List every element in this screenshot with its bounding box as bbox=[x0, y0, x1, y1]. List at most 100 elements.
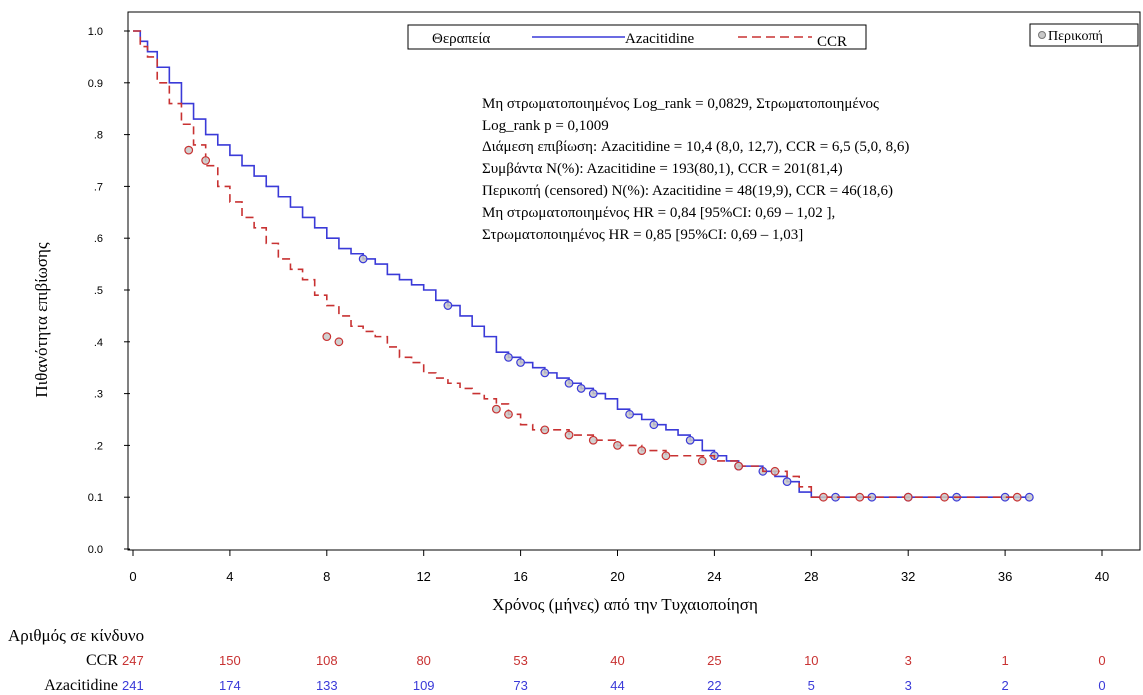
censor-marker bbox=[504, 409, 513, 419]
x-tick-label: 20 bbox=[610, 569, 624, 584]
censor-marker bbox=[637, 446, 647, 455]
x-tick-label: 36 bbox=[998, 569, 1012, 584]
series-line-ccr bbox=[133, 30, 1018, 498]
annotation-line: Log_rank p = 0,1009 bbox=[482, 118, 609, 134]
censor-marker bbox=[734, 461, 744, 471]
risk-value: 3 bbox=[905, 678, 912, 693]
y-tick-label: .4 bbox=[94, 337, 103, 349]
risk-value: 0 bbox=[1098, 653, 1105, 668]
risk-value: 80 bbox=[416, 653, 430, 668]
censor-marker bbox=[855, 492, 865, 502]
censor-marker bbox=[564, 430, 574, 440]
x-tick-label: 16 bbox=[513, 569, 527, 584]
y-tick-label: 0.1 bbox=[88, 492, 103, 504]
x-tick-label: 8 bbox=[323, 569, 330, 584]
risk-row-label-ccr: CCR bbox=[86, 652, 118, 669]
legend-title: Θεραπεία bbox=[432, 31, 490, 47]
x-tick-label: 0 bbox=[129, 569, 136, 584]
y-tick-label: .3 bbox=[94, 389, 103, 401]
y-tick-label: .5 bbox=[94, 285, 103, 297]
censor-marker bbox=[184, 145, 194, 155]
risk-value: 1 bbox=[1001, 653, 1008, 668]
censor-marker bbox=[334, 337, 344, 347]
censor-marker bbox=[322, 332, 332, 342]
risk-value: 109 bbox=[413, 678, 435, 693]
y-tick-label: 1.0 bbox=[88, 26, 103, 38]
censor-marker bbox=[625, 409, 635, 419]
risk-value: 2 bbox=[1001, 678, 1008, 693]
censor-marker bbox=[649, 420, 659, 430]
censor-marker bbox=[588, 389, 598, 399]
censor-marker bbox=[782, 477, 792, 487]
censor-marker bbox=[443, 301, 453, 310]
annotation-line: Μη στρωματοποιημένος HR = 0,84 [95%CI: 0… bbox=[482, 205, 835, 221]
x-tick-label: 28 bbox=[804, 569, 818, 584]
annotation-line: Περικοπή (censored) N(%): Azacitidine = … bbox=[482, 183, 893, 199]
risk-value: 174 bbox=[219, 678, 241, 693]
risk-value: 40 bbox=[610, 653, 624, 668]
risk-value: 0 bbox=[1098, 678, 1105, 693]
legend-box bbox=[407, 24, 867, 50]
x-tick-label: 12 bbox=[416, 569, 430, 584]
censor-legend-label: Περικοπή bbox=[1048, 29, 1103, 44]
x-tick-label: 32 bbox=[901, 569, 915, 584]
censor-marker bbox=[516, 358, 525, 367]
legend: Θεραπεία Azacitidine CCR Περικοπή bbox=[407, 23, 1139, 50]
y-axis: 0.0 0.1 .2 .3 .4 .5 .6 .7 .8 0.9 1.0 bbox=[88, 26, 130, 556]
risk-value: 73 bbox=[513, 678, 527, 693]
risk-value: 3 bbox=[905, 653, 912, 668]
risk-value: 133 bbox=[316, 678, 338, 693]
censor-marker bbox=[201, 156, 211, 165]
risk-value: 53 bbox=[513, 653, 527, 668]
y-tick-label: 0.9 bbox=[88, 78, 103, 90]
censor-legend-box bbox=[1029, 23, 1139, 47]
plot-area bbox=[127, 11, 1141, 551]
x-axis: 0 4 8 12 16 20 24 28 32 36 40 bbox=[129, 550, 1109, 584]
y-tick-label: .8 bbox=[94, 130, 103, 142]
legend-azacitidine-label: Azacitidine bbox=[625, 31, 694, 47]
annotation-line: Συμβάντα N(%): Azacitidine = 193(80,1), … bbox=[482, 161, 843, 177]
x-tick-label: 4 bbox=[226, 569, 233, 584]
x-tick-label: 40 bbox=[1095, 569, 1109, 584]
censor-marker bbox=[940, 492, 949, 502]
censor-marker bbox=[685, 435, 695, 445]
x-tick-label: 24 bbox=[707, 569, 721, 584]
censor-marker bbox=[1024, 492, 1034, 502]
censor-legend-marker bbox=[1038, 31, 1046, 39]
risk-table-title: Αριθμός σε κίνδυνο bbox=[8, 626, 144, 645]
risk-value: 25 bbox=[707, 653, 721, 668]
risk-value: 5 bbox=[808, 678, 815, 693]
censor-marker bbox=[770, 466, 780, 476]
censor-marker bbox=[540, 368, 550, 378]
risk-value: 10 bbox=[804, 653, 818, 668]
annotation-line: Διάμεση επιβίωση: Azacitidine = 10,4 (8,… bbox=[482, 139, 909, 155]
censor-marker bbox=[576, 384, 586, 393]
risk-value: 44 bbox=[610, 678, 624, 693]
risk-value: 150 bbox=[219, 653, 241, 668]
censor-marker bbox=[504, 352, 513, 362]
censor-marker bbox=[358, 254, 368, 264]
series-layer bbox=[133, 30, 1034, 502]
risk-value: 22 bbox=[707, 678, 721, 693]
censor-marker bbox=[564, 378, 574, 388]
censor-marker bbox=[903, 492, 913, 502]
censor-marker bbox=[819, 492, 828, 502]
y-axis-title: Πιθανότητα επιβίωσης bbox=[32, 242, 51, 398]
censor-marker bbox=[540, 425, 550, 435]
risk-value: 241 bbox=[122, 678, 144, 693]
risk-value: 247 bbox=[122, 653, 144, 668]
y-tick-label: .6 bbox=[94, 233, 103, 245]
censor-marker bbox=[661, 451, 671, 461]
y-tick-label: .2 bbox=[94, 440, 103, 452]
annotation-line: Μη στρωματοποιημένος Log_rank = 0,0829, … bbox=[482, 96, 879, 112]
y-tick-label: 0.0 bbox=[88, 544, 103, 556]
censor-marker bbox=[1012, 492, 1022, 502]
risk-table: Αριθμός σε κίνδυνο CCR Azacitidine 247 15… bbox=[8, 626, 1106, 694]
risk-row-label-azacitidine: Azacitidine bbox=[44, 677, 118, 694]
y-tick-label: .7 bbox=[94, 181, 103, 193]
x-axis-title: Χρόνος (μήνες) από την Τυχαιοποίηση bbox=[492, 595, 758, 614]
censor-marker bbox=[588, 435, 598, 445]
censor-marker bbox=[613, 441, 622, 450]
